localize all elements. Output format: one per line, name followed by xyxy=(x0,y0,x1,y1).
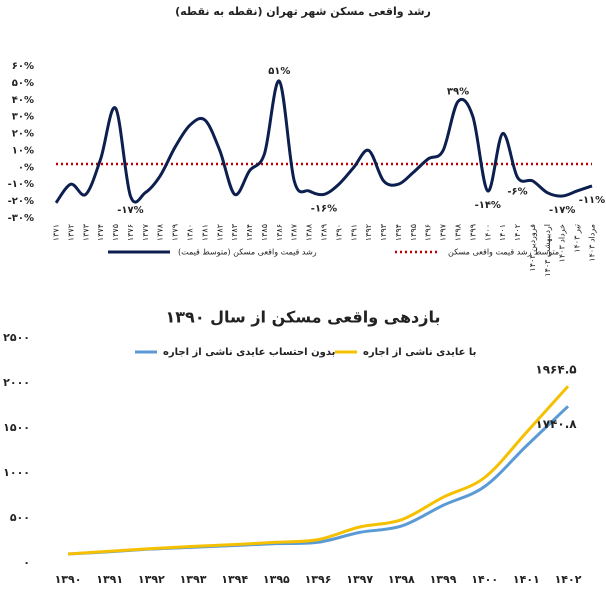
x-tick-label: ۱۳۷۸ xyxy=(156,223,165,241)
y-tick-label: ۲۰۰۰ xyxy=(3,376,30,389)
x-tick-label: ۱۴۰۰ xyxy=(471,573,498,586)
x-tick-label: ۱۴۰۱ xyxy=(498,224,507,241)
x-tick-label: ۱۳۸۴ xyxy=(245,224,254,241)
x-tick-label: ۱۴۰۲ xyxy=(513,224,522,241)
data-label: ۵۱% xyxy=(268,66,290,77)
data-label: -۱۱% xyxy=(579,195,605,206)
x-tick-label: ۱۳۹۷ xyxy=(439,223,448,241)
x-tick-label: ۱۳۹۴ xyxy=(394,224,403,241)
data-label: ۳۹% xyxy=(447,86,469,97)
legend-label: با عایدی ناشی از اجاره xyxy=(363,347,476,358)
y-tick-label: ۲۰% xyxy=(12,129,34,140)
x-tick-label: ۱۳۹۸ xyxy=(454,223,463,241)
x-tick-label: ۱۳۹۹ xyxy=(468,224,477,241)
x-tick-label: ۱۳۸۵ xyxy=(260,224,269,241)
x-tick-label: ۱۳۸۹ xyxy=(320,224,329,241)
x-tick-label: ۱۳۹۵ xyxy=(263,573,290,586)
x-tick-label: ۱۳۸۸ xyxy=(305,223,314,241)
x-tick-label: ۱۳۸۳ xyxy=(230,223,239,241)
x-tick-label: ۱۳۹۳ xyxy=(180,573,207,586)
x-tick-label: ۱۳۸۱ xyxy=(200,224,209,241)
y-tick-label: -۱۰% xyxy=(8,179,34,190)
x-tick-label: تیر ۱۴۰۳ xyxy=(573,224,582,253)
y-tick-label: ۱۰% xyxy=(12,145,34,156)
y-tick-label: -۲۰% xyxy=(8,196,34,207)
x-tick-label: ۱۳۷۷ xyxy=(141,223,150,241)
x-tick-label: فروردین ۱۴۰۳ xyxy=(528,224,537,272)
data-label: ۱۷۴۰.۸ xyxy=(535,417,577,431)
y-tick-label: ۱۰۰۰ xyxy=(3,466,30,479)
x-tick-label: ۱۳۷۵ xyxy=(111,224,120,241)
x-tick-label: ۱۳۸۶ xyxy=(275,224,284,241)
x-tick-label: ۱۴۰۱ xyxy=(513,573,540,586)
data-line xyxy=(67,385,570,556)
y-tick-label: -۳۰% xyxy=(8,213,34,224)
data-label: -۱۷% xyxy=(117,205,143,216)
chart-title: بازدهی واقعی مسکن از سال ۱۳۹۰ xyxy=(166,308,441,327)
x-tick-label: ۱۳۸۰ xyxy=(186,224,195,241)
x-tick-label: ۱۳۹۴ xyxy=(221,573,248,586)
y-tick-label: ۰% xyxy=(18,162,34,173)
y-tick-label: ۶۰% xyxy=(12,61,34,72)
y-tick-label: ۵۰% xyxy=(12,78,34,89)
x-tick-label: خرداد ۱۴۰۳ xyxy=(558,224,567,262)
x-tick-label: مرداد ۱۴۰۳ xyxy=(588,224,597,262)
x-tick-label: ۱۳۹۹ xyxy=(430,573,457,586)
x-tick-label: ۱۳۹۱ xyxy=(349,224,358,241)
x-tick-label: ۱۳۷۱ xyxy=(52,224,61,241)
x-tick-label: ۱۳۷۶ xyxy=(126,224,135,241)
data-label: -۱۷% xyxy=(549,205,575,216)
x-tick-label: ۱۳۹۰ xyxy=(55,573,82,586)
x-tick-label: ۱۴۰۰ xyxy=(483,224,492,241)
data-label: -۱۶% xyxy=(311,203,337,214)
data-label: ۱۹۶۴.۵ xyxy=(535,363,576,377)
x-tick-label: ۱۳۹۲ xyxy=(138,573,165,586)
legend-label: رشد قیمت واقعی مسکن (متوسط قیمت) xyxy=(178,248,317,257)
x-tick-label: ۱۳۹۶ xyxy=(305,573,332,586)
x-tick-label: ۱۳۹۸ xyxy=(388,573,415,586)
x-tick-label: ۱۴۰۲ xyxy=(555,573,582,586)
x-tick-label: ۱۳۷۳ xyxy=(81,223,90,241)
x-tick-label: ۱۳۹۰ xyxy=(334,224,343,241)
x-tick-label: اردیبهشت ۱۴۰۳ xyxy=(543,224,552,277)
x-tick-label: ۱۳۹۲ xyxy=(364,224,373,241)
data-line xyxy=(67,405,570,556)
y-tick-label: ۰ xyxy=(23,556,30,569)
x-tick-label: ۱۳۹۳ xyxy=(379,223,388,241)
legend-label: متوسط رشد قیمت واقعی مسکن xyxy=(448,248,559,257)
x-tick-label: ۱۳۹۱ xyxy=(96,573,123,586)
data-label: -۱۴% xyxy=(475,200,501,211)
y-tick-label: ۴۰% xyxy=(12,95,34,106)
x-tick-label: ۱۳۸۷ xyxy=(290,223,299,241)
x-tick-label: ۱۳۹۶ xyxy=(424,224,433,241)
y-tick-label: ۱۵۰۰ xyxy=(3,421,30,434)
x-tick-label: ۱۳۷۲ xyxy=(66,224,75,241)
y-tick-label: ۵۰۰ xyxy=(10,511,30,524)
data-line xyxy=(54,79,593,204)
x-tick-label: ۱۳۷۴ xyxy=(96,224,105,241)
x-tick-label: ۱۳۹۷ xyxy=(346,573,373,586)
x-tick-label: ۱۳۹۵ xyxy=(409,224,418,241)
x-tick-label: ۱۳۸۲ xyxy=(215,224,224,241)
y-tick-label: ۳۰% xyxy=(12,112,34,123)
x-tick-label: ۱۳۷۹ xyxy=(171,224,180,241)
data-label: -۶% xyxy=(507,186,527,197)
legend-label: بدون احتساب عایدی ناشی از اجاره xyxy=(163,347,335,358)
y-tick-label: ۲۵۰۰ xyxy=(3,331,30,344)
chart-title: رشد واقعی مسکن شهر تهران (نقطه به نقطه) xyxy=(175,5,431,18)
